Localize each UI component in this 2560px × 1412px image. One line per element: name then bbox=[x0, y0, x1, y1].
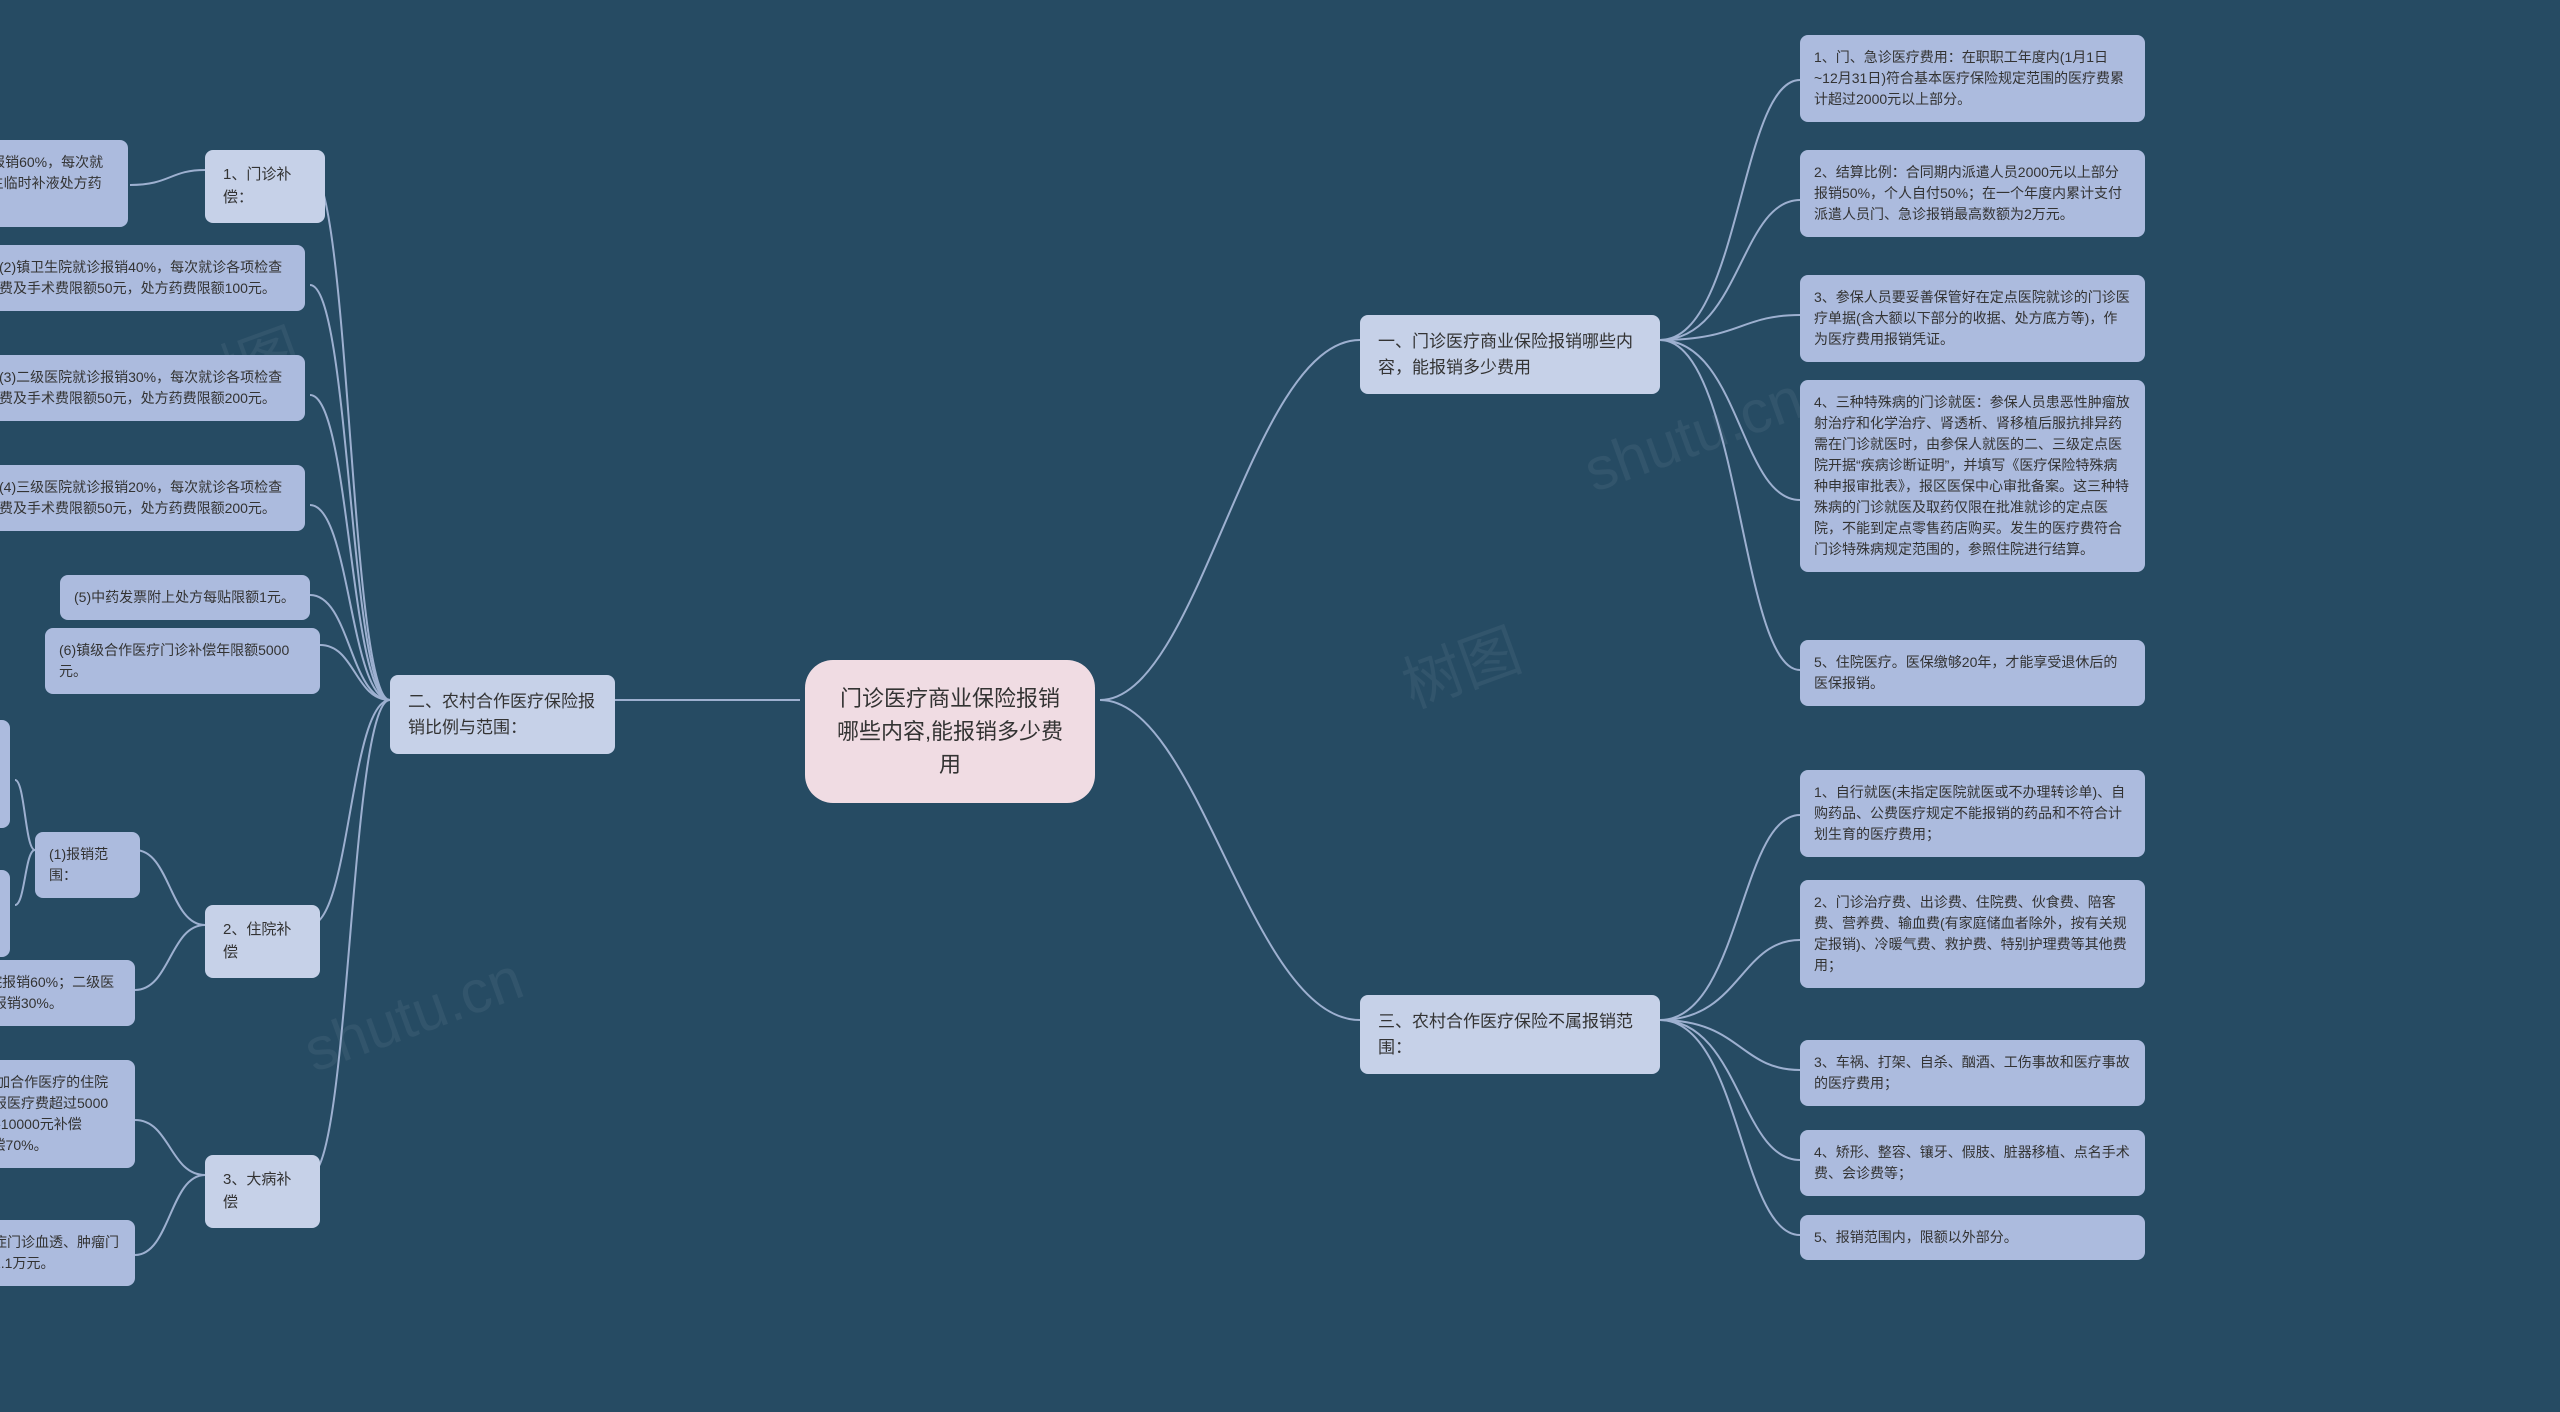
branch-l1-3: 3、大病补偿 bbox=[205, 1155, 320, 1228]
leaf-l1-1-3: (3)二级医院就诊报销30%，每次就诊各项检查费及手术费限额50元，处方药费限额… bbox=[0, 355, 305, 421]
watermark: shutu.cn bbox=[295, 943, 532, 1085]
leaf-r1-5: 5、住院医疗。医保缴够20年，才能享受退休后的医保报销。 bbox=[1800, 640, 2145, 706]
leaf-l1-3-1: (1)镇风险基金补偿：凡参加合作医疗的住院病人一次性或全年累计应报医疗费超过50… bbox=[0, 1060, 135, 1168]
leaf-l1-1-5: (5)中药发票附上处方每贴限额1元。 bbox=[60, 575, 310, 620]
branch-l1: 二、农村合作医疗保险报销比例与范围： bbox=[390, 675, 615, 754]
leaf-r1-2: 2、结算比例：合同期内派遣人员2000元以上部分报销50%，个人自付50%；在一… bbox=[1800, 150, 2145, 237]
leaf-l1-1-6: (6)镇级合作医疗门诊补偿年限额5000元。 bbox=[45, 628, 320, 694]
leaf-r2-5: 5、报销范围内，限额以外部分。 bbox=[1800, 1215, 2145, 1260]
leaf-r2-1: 1、自行就医(未指定医院就医或不办理转诊单)、自购药品、公费医疗规定不能报销的药… bbox=[1800, 770, 2145, 857]
branch-l1-2: 2、住院补偿 bbox=[205, 905, 320, 978]
branch-l1-1: 1、门诊补偿： bbox=[205, 150, 325, 223]
leaf-l1-1-4: (4)三级医院就诊报销20%，每次就诊各项检查费及手术费限额50元，处方药费限额… bbox=[0, 465, 305, 531]
leaf-l1-3-2: 镇级合作医疗住院及尿毒症门诊血透、肿瘤门诊放疗和化疗补偿年限额1.1万元。 bbox=[0, 1220, 135, 1286]
leaf-l1-2-2: (2)报销比例：镇卫生院报销60%；二级医院报销40%；****医院报销30%。 bbox=[0, 960, 135, 1026]
leaf-l1-1-1: (1)村卫生室及村中心卫生室就诊报销60%，每次就诊处方药费限额10元，卫生院医… bbox=[0, 140, 128, 227]
branch-l1-2-1: (1)报销范围： bbox=[35, 832, 140, 898]
watermark: 树图 bbox=[1389, 602, 1532, 725]
connections-layer bbox=[0, 0, 2560, 1412]
leaf-r2-3: 3、车祸、打架、自杀、酗酒、工伤事故和医疗事故的医疗费用； bbox=[1800, 1040, 2145, 1106]
leaf-r1-4: 4、三种特殊病的门诊就医：参保人员患恶性肿瘤放射治疗和化学治疗、肾透析、肾移植后… bbox=[1800, 380, 2145, 572]
leaf-r2-4: 4、矫形、整容、镶牙、假肢、脏器移植、点名手术费、会诊费等； bbox=[1800, 1130, 2145, 1196]
center-node: 门诊医疗商业保险报销哪些内容,能报销多少费用 bbox=[805, 660, 1095, 803]
leaf-r1-3: 3、参保人员要妥善保管好在定点医院就诊的门诊医疗单据(含大额以下部分的收据、处方… bbox=[1800, 275, 2145, 362]
leaf-r1-1: 1、门、急诊医疗费用：在职职工年度内(1月1日~12月31日)符合基本医疗保险规… bbox=[1800, 35, 2145, 122]
leaf-l1-2-1a: a、药费：辅助检查：心脑电图、x光透视、拍片、化验、理疗、针灸、ct、核磁共振等… bbox=[0, 720, 10, 828]
leaf-l1-1-2: (2)镇卫生院就诊报销40%，每次就诊各项检查费及手术费限额50元，处方药费限额… bbox=[0, 245, 305, 311]
branch-r2: 三、农村合作医疗保险不属报销范围： bbox=[1360, 995, 1660, 1074]
branch-r1: 一、门诊医疗商业保险报销哪些内容，能报销多少费用 bbox=[1360, 315, 1660, 394]
leaf-l1-2-1b: b、60周岁以上老人在兴塔镇卫生院住院，治疗费和护理费每天补偿10元，限额200… bbox=[0, 870, 10, 957]
center-title: 门诊医疗商业保险报销哪些内容,能报销多少费用 bbox=[837, 686, 1063, 777]
leaf-r2-2: 2、门诊治疗费、出诊费、住院费、伙食费、陪客费、营养费、输血费(有家庭储血者除外… bbox=[1800, 880, 2145, 988]
